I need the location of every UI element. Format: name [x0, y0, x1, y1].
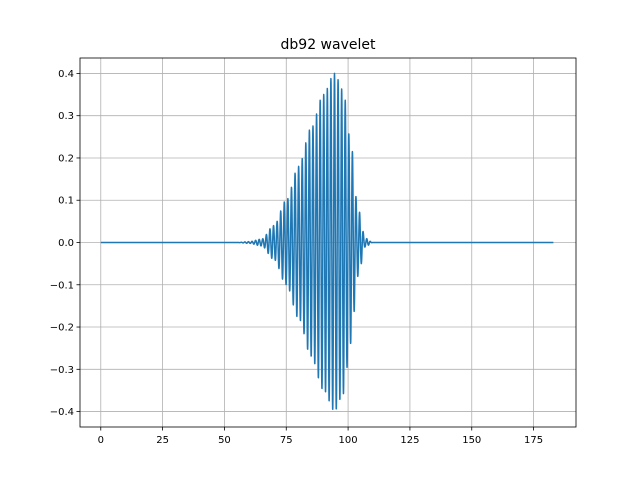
y-tick-label: 0.2: [58, 153, 74, 164]
y-tick-label: 0.4: [58, 69, 74, 80]
x-tick-label: 0: [98, 435, 104, 446]
y-tick-label: 0.0: [58, 238, 74, 249]
x-tick-marks: [100, 427, 534, 431]
x-tick-label: 150: [462, 435, 481, 446]
y-tick-label: 0.1: [58, 196, 74, 207]
chart-title: db92 wavelet: [281, 37, 376, 53]
x-tick-label: 75: [280, 435, 293, 446]
y-tick-label: −0.2: [50, 323, 74, 334]
series-line-db92-wavelet: [100, 72, 554, 410]
x-tick-label: 125: [400, 435, 419, 446]
y-tick-label: 0.3: [58, 111, 74, 122]
x-tick-label: 100: [339, 435, 358, 446]
x-tick-label: 175: [524, 435, 543, 446]
y-tick-labels: −0.4 −0.3 −0.2 −0.1 0.0 0.1 0.2 0.3 0.4: [50, 69, 74, 418]
y-tick-marks: [76, 73, 80, 412]
y-tick-label: −0.4: [50, 407, 74, 418]
y-tick-label: −0.3: [50, 365, 74, 376]
y-tick-label: −0.1: [50, 280, 74, 291]
x-tick-label: 25: [156, 435, 169, 446]
plot-frame: [79, 57, 577, 428]
x-tick-labels: 0 25 50 75 100 125 150 175: [98, 435, 544, 446]
x-tick-label: 50: [218, 435, 231, 446]
